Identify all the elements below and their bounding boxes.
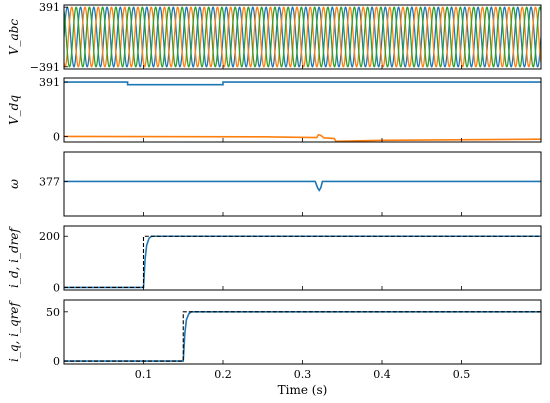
y-tick-label: 0: [53, 130, 60, 143]
series-1-line: [64, 311, 541, 362]
series-0-line: [64, 235, 541, 289]
y-tick-label: 200: [39, 230, 60, 243]
series-0-line: [64, 180, 541, 192]
y-axis-label: i_d, i_dref: [7, 225, 21, 288]
y-tick-label: −391: [30, 61, 60, 74]
series-1-line: [64, 235, 541, 288]
y-tick-label: 50: [46, 306, 60, 319]
y-tick-label: 391: [39, 1, 60, 14]
series-0-line: [64, 81, 541, 86]
series-0-line: [64, 311, 541, 362]
x-tick-label: 0.5: [453, 368, 471, 381]
y-axis-label: V_dq: [7, 95, 21, 125]
y-axis-label: V_abc: [7, 19, 21, 56]
vabc-phase-3-line: [64, 6, 541, 68]
x-axis-label: Time (s): [278, 383, 328, 397]
y-tick-label: 391: [39, 76, 60, 89]
y-tick-label: 0: [53, 281, 60, 294]
y-axis-label: i_q, i_qref: [7, 299, 21, 362]
plot-frame: [63, 299, 542, 365]
plot-frame: [63, 77, 542, 143]
x-tick-label: 0.4: [373, 368, 391, 381]
vabc-phase-1-line: [64, 6, 541, 68]
x-tick-label: 0.2: [214, 368, 232, 381]
x-tick-label: 0.3: [294, 368, 312, 381]
y-tick-label: 0: [53, 355, 60, 368]
vabc-phase-2-line: [64, 6, 541, 68]
y-tick-label: 377: [39, 175, 60, 188]
series-1-line: [64, 133, 541, 142]
y-axis-label: ω: [7, 179, 21, 189]
x-tick-label: 0.1: [135, 368, 153, 381]
plot-frame: [63, 151, 542, 217]
